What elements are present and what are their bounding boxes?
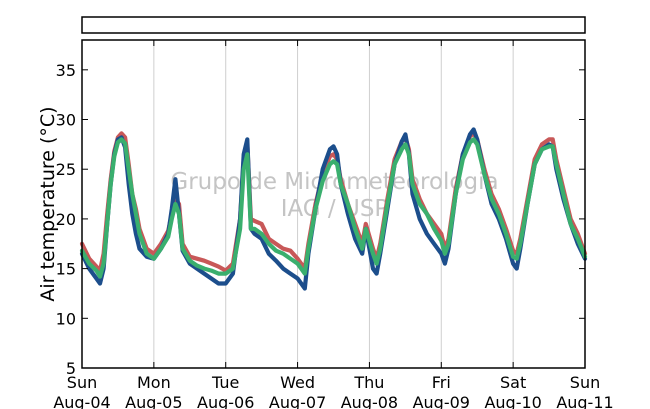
y-axis: 5 10 15 20 25 30 35 <box>56 61 585 378</box>
x-tick-date: Aug-09 <box>413 393 470 409</box>
plot-frame <box>81 39 586 369</box>
y-tick-label: 10 <box>56 309 76 328</box>
x-tick-day: Tue <box>211 373 239 392</box>
x-tick-date: Aug-05 <box>125 393 182 409</box>
y-tick-label: 5 <box>66 359 76 378</box>
x-tick-day: Mon <box>137 373 171 392</box>
x-tick-day: Fri <box>432 373 451 392</box>
y-axis-label: Air temperature (°C) <box>37 106 59 301</box>
grid-lines <box>153 40 514 368</box>
x-tick-date: Aug-07 <box>269 393 326 409</box>
y-tick-label: 20 <box>56 210 76 229</box>
watermark-line: IAG / USP <box>281 196 389 222</box>
x-tick-day: Sun <box>67 373 97 392</box>
series-line-2 <box>79 137 588 279</box>
x-tick-day: Sat <box>500 373 526 392</box>
x-tick-date: Aug-06 <box>197 393 254 409</box>
series-group <box>79 127 588 291</box>
y-tick-label: 35 <box>56 61 76 80</box>
x-tick-date: Aug-10 <box>484 393 541 409</box>
watermark-line: Grupo de Micrometeorologia <box>170 169 498 195</box>
x-tick-date: Aug-04 <box>53 393 110 409</box>
x-axis: SunAug-04MonAug-05TueAug-06WedAug-07ThuA… <box>53 40 614 409</box>
x-tick-date: Aug-08 <box>341 393 398 409</box>
x-tick-date: Aug-11 <box>556 393 613 409</box>
x-tick-day: Wed <box>280 373 315 392</box>
y-tick-label: 15 <box>56 260 76 279</box>
x-tick-day: Thu <box>353 373 384 392</box>
x-tick-day: Sun <box>570 373 600 392</box>
y-tick-label: 30 <box>56 111 76 130</box>
y-tick-label: 25 <box>56 160 76 179</box>
legend-box <box>81 16 586 34</box>
